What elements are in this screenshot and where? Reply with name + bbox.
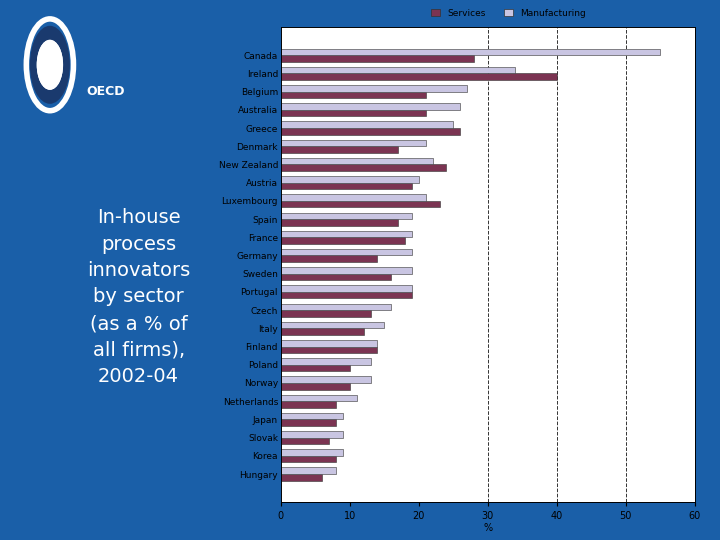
Bar: [281, 437, 329, 444]
Bar: [281, 274, 391, 280]
Bar: [281, 358, 371, 365]
Bar: [281, 292, 412, 299]
Bar: [281, 468, 336, 474]
Bar: [281, 456, 336, 462]
Bar: [281, 176, 419, 183]
Bar: [281, 122, 454, 128]
X-axis label: %: %: [483, 523, 492, 532]
Bar: [281, 255, 377, 262]
Bar: [281, 364, 350, 372]
Bar: [281, 85, 467, 92]
Bar: [281, 165, 446, 171]
Bar: [281, 376, 371, 383]
Bar: [281, 310, 371, 316]
Bar: [281, 183, 412, 189]
Legend: Services, Manufacturing: Services, Manufacturing: [428, 5, 590, 22]
Bar: [281, 92, 426, 98]
Bar: [281, 413, 343, 420]
Bar: [281, 401, 336, 408]
Bar: [281, 303, 391, 310]
Bar: [281, 103, 460, 110]
Text: In-house
process
innovators
by sector
(as a % of
all firms),
2002-04: In-house process innovators by sector (a…: [87, 208, 190, 386]
Circle shape: [30, 26, 70, 104]
Bar: [281, 420, 336, 426]
Bar: [281, 340, 377, 347]
Bar: [281, 285, 412, 292]
Bar: [281, 237, 405, 244]
Bar: [281, 67, 516, 73]
Bar: [281, 322, 384, 328]
Bar: [281, 474, 323, 481]
Bar: [281, 49, 660, 55]
Bar: [281, 347, 377, 353]
Bar: [281, 140, 426, 146]
Bar: [281, 395, 356, 401]
Bar: [281, 231, 412, 237]
Bar: [281, 110, 426, 116]
Bar: [281, 267, 412, 274]
Bar: [281, 73, 557, 80]
Bar: [281, 213, 412, 219]
Bar: [281, 128, 460, 134]
Bar: [281, 219, 398, 226]
Bar: [281, 328, 364, 335]
Bar: [281, 431, 343, 437]
Bar: [281, 201, 439, 207]
Bar: [281, 383, 350, 389]
Bar: [281, 249, 412, 255]
Text: OECD: OECD: [86, 85, 125, 98]
Bar: [281, 146, 398, 153]
Bar: [281, 55, 474, 62]
Circle shape: [37, 40, 63, 89]
Circle shape: [37, 40, 63, 89]
Bar: [281, 449, 343, 456]
Bar: [281, 194, 426, 201]
Bar: [281, 158, 433, 165]
